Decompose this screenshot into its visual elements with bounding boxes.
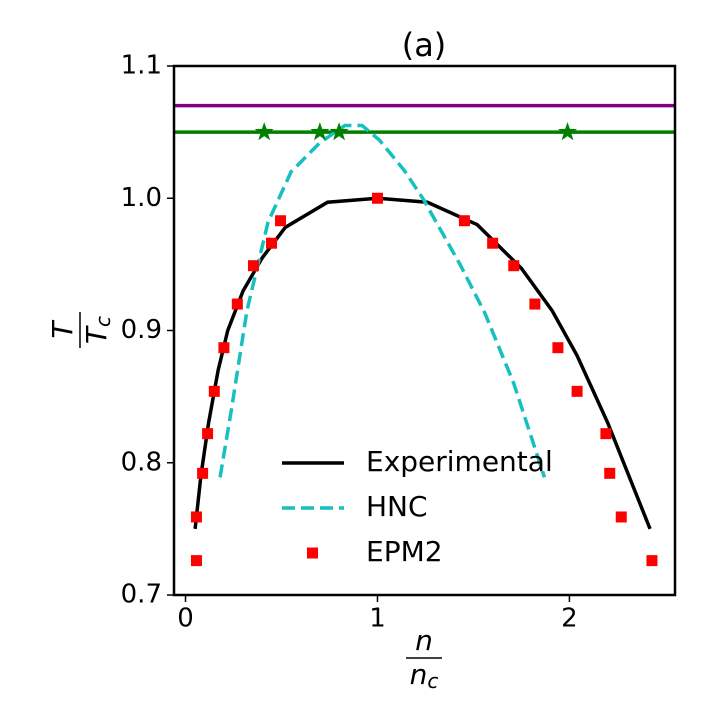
star-marker [310,122,330,141]
marker [529,298,541,310]
marker [600,428,612,440]
marker [508,260,520,272]
x-label-denominator-sub: c [427,669,438,693]
star-marker [254,122,274,141]
y-label-denominator-base: T [80,325,113,344]
marker [571,385,583,397]
x-label-numerator: n [415,624,433,657]
marker [208,385,220,397]
marker [202,428,214,440]
marker [266,237,278,249]
y-label-numerator: T [46,320,79,339]
legend-label: HNC [366,490,428,523]
marker [646,555,658,567]
marker [458,215,470,227]
legend-swatch [307,547,318,559]
marker [247,260,259,272]
legend-label: EPM2 [366,535,443,568]
plot-area [174,103,675,567]
x-label-denominator: nc [410,658,439,693]
marker [231,298,243,310]
marker [275,215,287,227]
y-tick-label: 0.7 [121,580,162,610]
y-tick-label: 1.0 [121,183,162,213]
y-tick-label: 0.8 [121,447,162,477]
axes-frame [172,64,677,597]
x-tick-label: 0 [177,604,194,634]
marker [615,511,627,523]
x-tick-label: 1 [369,604,386,634]
legend-label: Experimental [366,445,553,478]
marker [552,342,564,354]
marker [190,555,202,567]
y-label-denominator-sub: c [91,316,115,327]
y-tick-label: 1.1 [121,51,162,81]
star-marker [329,122,349,141]
x-tick-label: 2 [561,604,578,634]
marker [190,511,202,523]
marker [487,237,499,249]
marker [218,342,230,354]
marker [197,467,209,479]
y-tick-label: 0.9 [121,315,162,345]
marker [371,192,383,204]
marker [604,467,616,479]
x-label-denominator-base: n [410,658,428,691]
chart-title: (a) [402,26,447,64]
y-label-denominator: Tc [80,316,115,344]
star-marker [558,122,577,141]
line [218,123,547,478]
